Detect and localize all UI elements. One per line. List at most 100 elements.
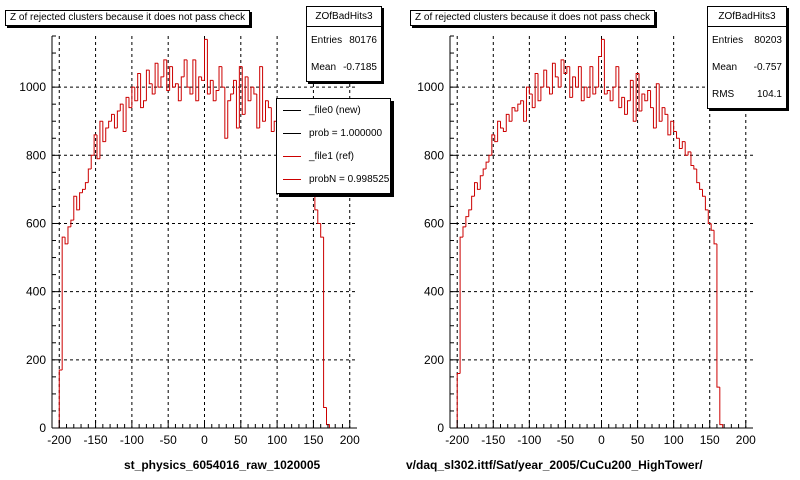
right-stats-entries-value: 80203 xyxy=(754,35,782,46)
panel1-hist-bin-74 xyxy=(670,120,674,135)
panel1-hist-bin-22 xyxy=(520,100,524,105)
panel1-hist-bin-28 xyxy=(537,73,541,102)
panel1-hist-bin-87 xyxy=(707,209,712,224)
panel0-y-tick-label-0: 0 xyxy=(39,421,46,435)
panel1-hist-bin-25 xyxy=(528,87,533,95)
left-title-box: Z of rejected clusters because it does n… xyxy=(5,10,251,26)
panel1-hist-bin-26 xyxy=(531,93,536,109)
panel1-hist-bin-88 xyxy=(710,223,715,231)
left-stats-entries-row: Entries 80176 xyxy=(307,27,381,54)
panel0-hist-bin-20 xyxy=(116,110,121,129)
panel1-hist-bin-36 xyxy=(560,59,564,88)
left-stats-mean-value: -0.7185 xyxy=(343,62,377,73)
panel0-hist-bin-69 xyxy=(259,66,263,129)
panel0-hist-bin-51 xyxy=(206,39,211,95)
panel1-hist-bin-30 xyxy=(543,69,547,88)
panel1-x-tick-label-1: -150 xyxy=(481,433,505,447)
right-stats-box: ZOfBadHits3 Entries 80203 Mean -0.757 RM… xyxy=(707,6,787,109)
panel1-x-tick-label-7: 150 xyxy=(700,433,720,447)
panel1-hist-bin-57 xyxy=(621,96,625,108)
panel1-x-tick-label-0: -200 xyxy=(445,433,469,447)
legend-swatch-0 xyxy=(283,110,301,111)
panel1-y-tick-label-1: 200 xyxy=(424,353,444,367)
panel1-hist-bin-89 xyxy=(713,230,717,245)
panel1-hist-bin-39 xyxy=(569,66,573,98)
legend-label-1: prob = 1.000000 xyxy=(309,128,383,139)
panel0-hist-bin-67 xyxy=(253,87,257,95)
panel0-hist-bin-72 xyxy=(267,100,272,109)
panel0-hist-bin-46 xyxy=(192,59,196,94)
panel0-hist-bin-55 xyxy=(218,66,222,91)
legend-label-2: _file1 (ref) xyxy=(309,151,355,162)
panel0-hist-bin-63 xyxy=(241,66,246,115)
panel1-x-tick-label-2: -100 xyxy=(517,433,541,447)
left-stats-mean-row: Mean -0.7185 xyxy=(307,54,381,81)
panel0-x-tick-label-2: -100 xyxy=(120,433,144,447)
right-stats-rms-value: 104.1 xyxy=(756,89,782,100)
panel0-hist-bin-89 xyxy=(317,209,321,224)
panel1-hist-bin-4 xyxy=(468,209,472,217)
panel0-hist-bin-64 xyxy=(244,76,249,115)
panel1-hist-bin-42 xyxy=(577,66,582,88)
panel1-hist-bin-70 xyxy=(658,83,663,122)
panel0-hist-bin-30 xyxy=(145,69,150,101)
panel1-hist-bin-12 xyxy=(491,134,495,156)
panel1-hist-bin-33 xyxy=(551,62,556,94)
panel1-hist-bin-35 xyxy=(557,76,562,88)
panel0-x-tick-label-8: 200 xyxy=(340,433,360,447)
panel0-hist-bin-47 xyxy=(195,59,199,102)
panel0-hist-bin-11 xyxy=(90,154,95,169)
panel0-hist-bin-43 xyxy=(183,59,188,77)
panel1-hist-bin-19 xyxy=(511,107,515,122)
left-stats-box: ZOfBadHits3 Entries 80176 Mean -0.7185 xyxy=(306,6,382,82)
panel0-x-tick-label-5: 50 xyxy=(234,433,248,447)
panel1-hist-bin-32 xyxy=(549,87,553,95)
panel0-hist-bin-58 xyxy=(227,100,231,139)
panel0-y-tick-label-3: 600 xyxy=(26,216,46,230)
panel1-hist-bin-82 xyxy=(693,165,697,170)
panel0-y-tick-label-1: 200 xyxy=(26,353,46,367)
legend-entry-3: probN = 0.998525 xyxy=(277,168,390,191)
panel0-x-tick-label-0: -200 xyxy=(47,433,71,447)
panel0-hist-bin-32 xyxy=(151,83,156,95)
panel1-hist-bin-7 xyxy=(476,182,481,190)
panel0-hist-bin-12 xyxy=(93,134,98,156)
panel1-hist-bin-49 xyxy=(598,55,602,88)
panel1-y-tick-label-2: 400 xyxy=(424,285,444,299)
left-title: Z of rejected clusters because it does n… xyxy=(10,12,246,23)
panel1-hist-bin-23 xyxy=(523,100,527,122)
right-stats-name: ZOfBadHits3 xyxy=(708,7,786,27)
panel0-hist-bin-45 xyxy=(189,87,193,95)
panel0-hist-bin-88 xyxy=(314,196,318,211)
right-stats-mean-value: -0.757 xyxy=(753,62,782,73)
legend-swatch-3 xyxy=(283,179,301,180)
panel1-hist-bin-79 xyxy=(684,141,689,156)
panel1-hist-bin-47 xyxy=(592,66,596,95)
panel0-hist-bin-18 xyxy=(111,113,115,122)
panel0-hist-bin-41 xyxy=(177,83,182,102)
panel1-hist-bin-34 xyxy=(554,63,559,78)
panel0-hist-bin-21 xyxy=(119,103,124,111)
legend-entry-0: _file0 (new) xyxy=(277,99,390,122)
panel1-hist-bin-78 xyxy=(681,141,686,149)
panel1-x-tick-label-5: 50 xyxy=(631,433,645,447)
panel0-hist-bin-24 xyxy=(128,97,132,109)
legend-entry-1: prob = 1.000000 xyxy=(277,122,390,145)
panel1-hist-bin-16 xyxy=(502,128,507,132)
panel1-hist-bin-13 xyxy=(494,134,498,143)
panel1-x-tick-label-3: -50 xyxy=(557,433,575,447)
left-stats-mean-label: Mean xyxy=(311,62,337,73)
legend-swatch-2 xyxy=(283,156,301,157)
panel0-hist-bin-0 xyxy=(58,369,63,428)
panel0-hist-bin-17 xyxy=(108,120,112,129)
right-stats-entries-row: Entries 80203 xyxy=(708,27,786,54)
panel1-hist-bin-55 xyxy=(615,66,619,88)
panel0-hist-bin-25 xyxy=(131,86,135,108)
panel1-hist-bin-77 xyxy=(678,138,683,149)
panel0-hist-bin-14 xyxy=(99,120,103,159)
panel0-hist-bin-23 xyxy=(125,96,129,132)
legend-label-3: probN = 0.998525 xyxy=(309,174,390,185)
panel1-hist-bin-65 xyxy=(644,93,648,102)
panel0-hist-bin-50 xyxy=(204,38,208,81)
panel1-x-tick-label-6: 100 xyxy=(664,433,684,447)
